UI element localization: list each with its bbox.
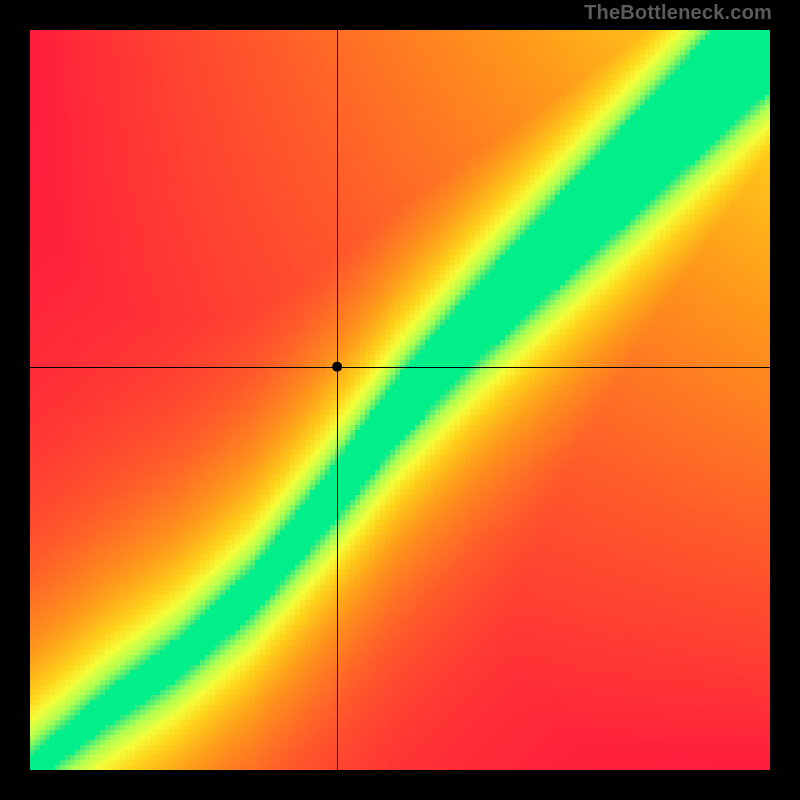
watermark-text: TheBottleneck.com: [584, 2, 772, 25]
crosshair-overlay: [0, 0, 800, 800]
chart-container: TheBottleneck.com: [0, 0, 800, 800]
